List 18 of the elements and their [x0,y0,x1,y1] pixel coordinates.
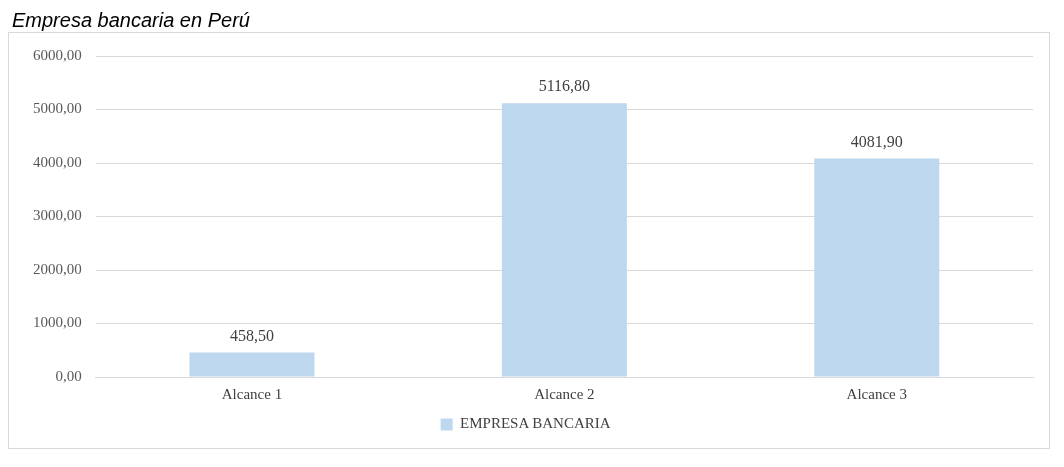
x-tick-label: Alcance 1 [221,385,283,402]
data-label: 5116,80 [538,77,591,95]
y-tick-label: 2000,00 [33,260,82,277]
bar [501,103,627,377]
legend-label: EMPRESA BANCARIA [460,415,611,432]
y-tick-label: 4000,00 [33,153,82,170]
y-tick-label: 3000,00 [33,207,82,224]
x-tick-label: Alcance 3 [846,385,907,402]
data-label: 458,50 [229,326,274,344]
y-tick-label: 6000,00 [33,46,82,63]
y-tick-label: 0,00 [55,367,82,384]
y-tick-label: 1000,00 [33,314,82,331]
x-tick-label: Alcance 2 [534,385,595,402]
chart-title: Empresa bancaria en Perú [11,8,251,32]
data-label: 4081,90 [850,132,903,150]
y-tick-label: 5000,00 [33,100,82,117]
bar [189,352,315,377]
bar [814,158,940,377]
